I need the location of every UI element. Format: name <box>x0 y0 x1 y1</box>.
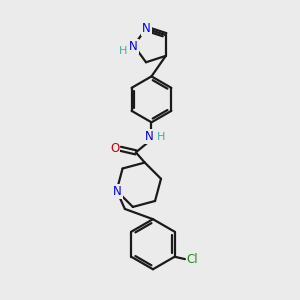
Text: Cl: Cl <box>187 253 198 266</box>
Text: N: N <box>129 40 138 52</box>
Text: H: H <box>119 46 128 56</box>
Text: N: N <box>113 185 122 198</box>
Text: N: N <box>145 130 154 143</box>
Text: H: H <box>157 132 165 142</box>
Text: N: N <box>142 22 151 34</box>
Text: O: O <box>110 142 119 155</box>
